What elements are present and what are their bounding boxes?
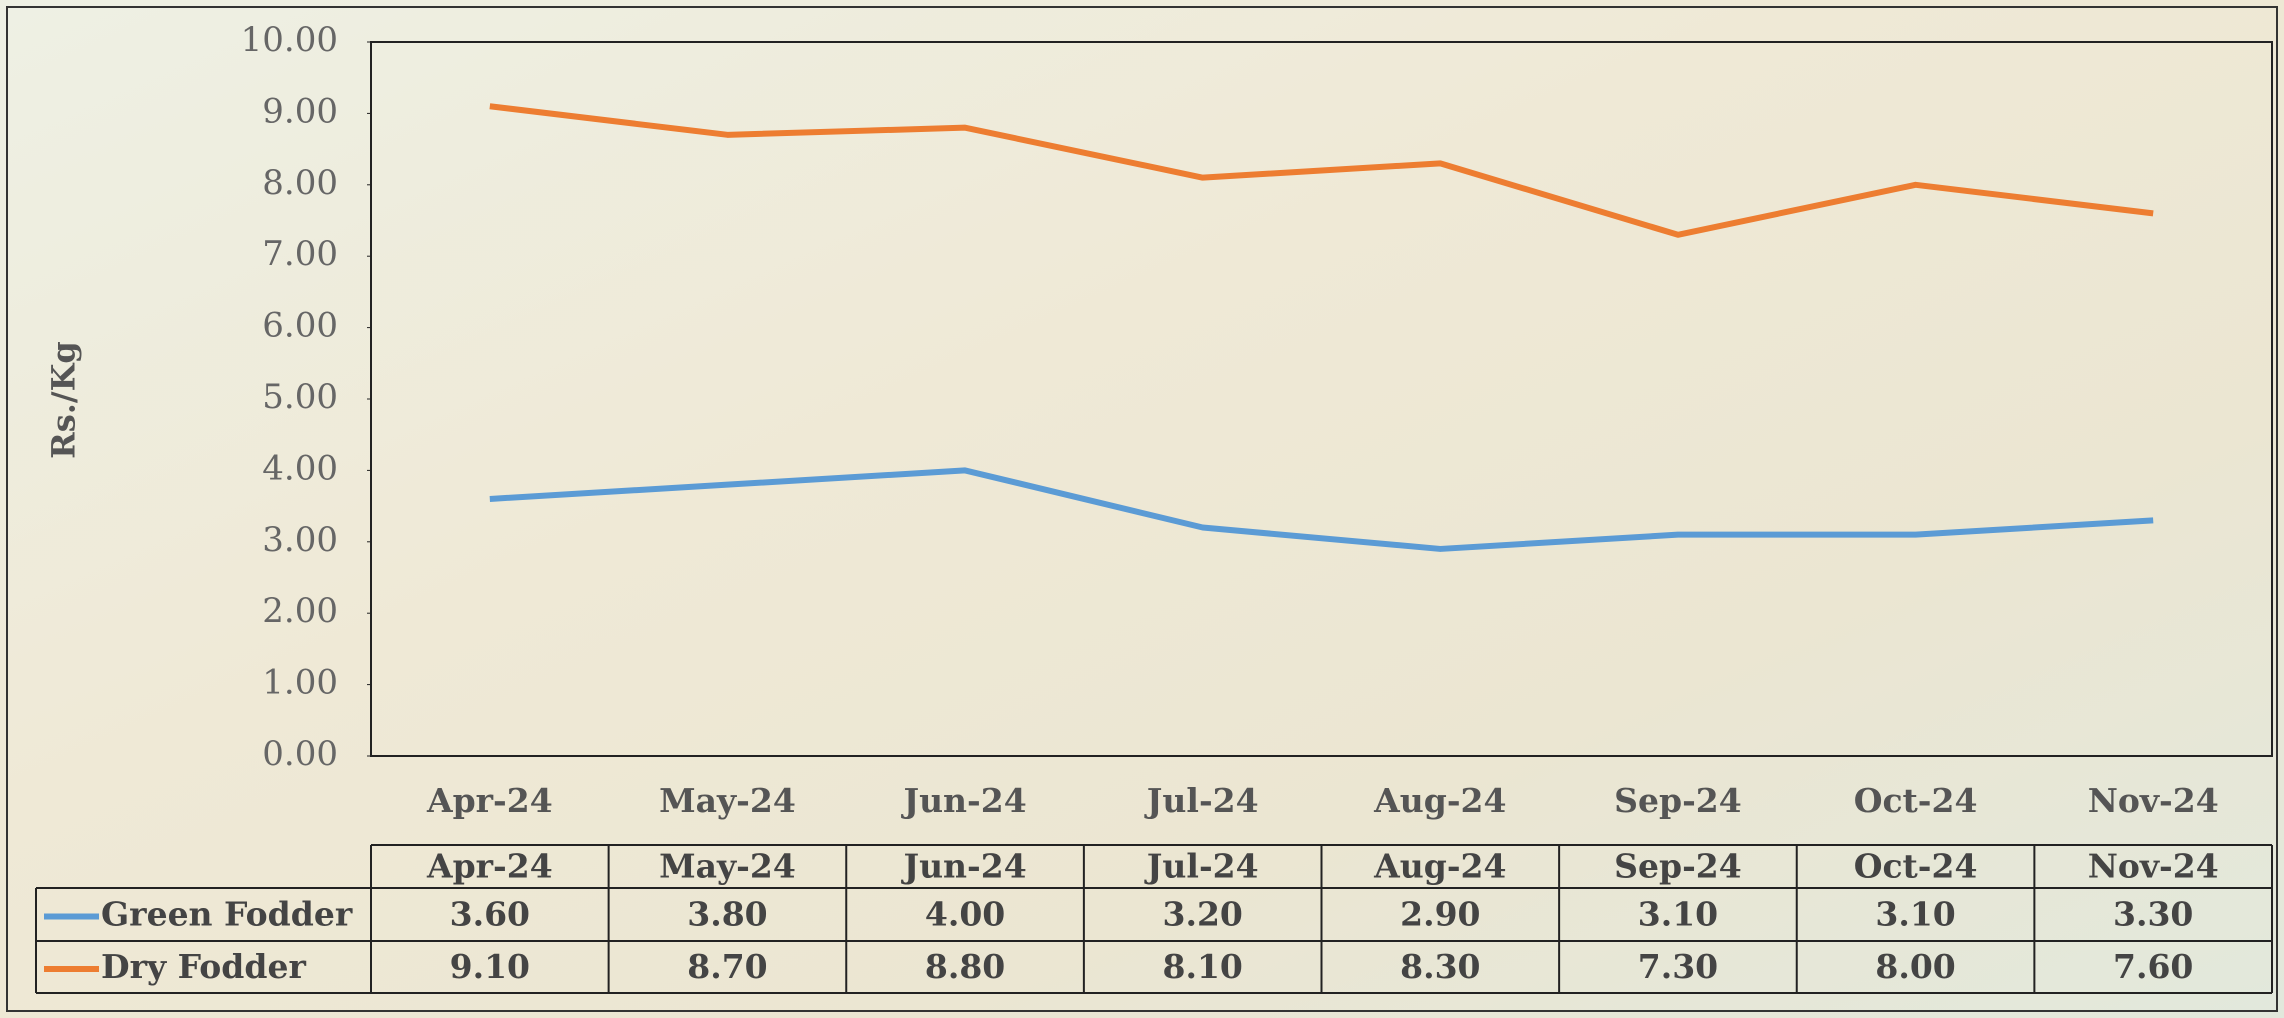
table-cell: 8.00: [1875, 947, 1955, 986]
table-header: Oct-24: [1854, 847, 1978, 886]
table-header: Sep-24: [1614, 847, 1742, 886]
table-cell: 3.60: [450, 895, 530, 934]
y-tick-label: 10.00: [241, 20, 338, 60]
y-tick-label: 3.00: [262, 520, 338, 560]
table-header: Aug-24: [1373, 847, 1506, 886]
table-cell: 3.20: [1163, 895, 1243, 934]
y-tick-label: 4.00: [262, 448, 338, 488]
table-cell: 7.60: [2113, 947, 2193, 986]
y-axis-title: Rs./Kg: [45, 341, 83, 459]
legend-label: Green Fodder: [101, 895, 353, 934]
x-tick-label: Aug-24: [1373, 781, 1506, 820]
y-tick-label: 6.00: [262, 306, 338, 346]
y-tick-label: 2.00: [262, 591, 338, 631]
table-header: Nov-24: [2088, 847, 2219, 886]
x-tick-label: Nov-24: [2088, 781, 2219, 820]
table-cell: 8.80: [925, 947, 1005, 986]
table-cell: 9.10: [450, 947, 530, 986]
table-cell: 3.80: [687, 895, 767, 934]
page: Rs./Kg 0.00 1.00 2.00 3.00 4.00 5.00 6.00 7.00 8…: [0, 0, 2284, 1018]
x-tick-label: Jul-24: [1144, 781, 1259, 820]
table-cell: 8.30: [1400, 947, 1480, 986]
table-header: Jun-24: [900, 847, 1026, 886]
x-tick-label: May-24: [659, 781, 796, 820]
table-cell: 8.10: [1163, 947, 1243, 986]
table-cell: 2.90: [1400, 895, 1480, 934]
x-tick-label: Jun-24: [900, 781, 1026, 820]
y-tick-label: 8.00: [262, 163, 338, 203]
y-tick-label: 0.00: [262, 734, 338, 774]
table-cell: 4.00: [925, 895, 1005, 934]
legend-label: Dry Fodder: [101, 947, 306, 986]
table-cell: 7.30: [1638, 947, 1718, 986]
x-tick-label: Oct-24: [1854, 781, 1978, 820]
y-tick-label: 1.00: [262, 663, 338, 703]
table-cell: 3.10: [1875, 895, 1955, 934]
table-cell: 3.30: [2113, 895, 2193, 934]
x-tick-label: Apr-24: [426, 781, 553, 820]
table-header: Jul-24: [1144, 847, 1259, 886]
table-header: May-24: [659, 847, 796, 886]
table-cell: 8.70: [687, 947, 767, 986]
y-tick-label: 9.00: [262, 91, 338, 131]
x-tick-label: Sep-24: [1614, 781, 1742, 820]
y-tick-label: 7.00: [262, 234, 338, 274]
table-cell: 3.10: [1638, 895, 1718, 934]
chart: Rs./Kg 0.00 1.00 2.00 3.00 4.00 5.00 6.00 7.00 8…: [0, 0, 2284, 1018]
table-header: Apr-24: [426, 847, 553, 886]
y-tick-label: 5.00: [262, 377, 338, 417]
